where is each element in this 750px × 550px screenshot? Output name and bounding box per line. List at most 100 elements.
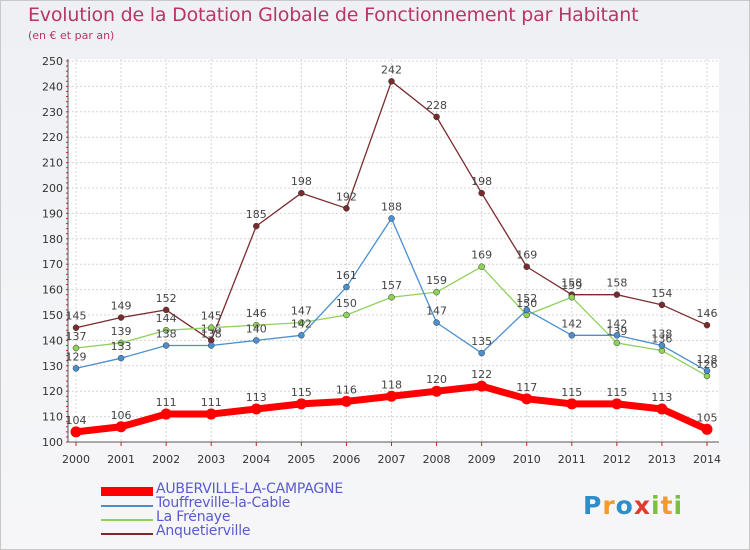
data-point <box>117 314 125 321</box>
x-tick-label: 2004 <box>242 453 270 466</box>
chart-title: Evolution de la Dotation Globale de Fonc… <box>28 4 639 26</box>
y-tick-label: 180 <box>42 233 63 246</box>
legend: AUBERVILLE-LA-CAMPAGNE Touffreville-la-C… <box>101 481 431 540</box>
data-point <box>478 189 485 197</box>
data-label: 118 <box>381 378 402 391</box>
data-label: 115 <box>561 386 582 399</box>
y-tick-label: 250 <box>42 55 63 68</box>
y-tick-label: 140 <box>42 334 63 347</box>
data-point <box>298 332 305 339</box>
x-tick-label: 2011 <box>558 453 586 466</box>
data-label: 158 <box>606 277 627 290</box>
data-label: 138 <box>201 327 222 340</box>
x-tick-label: 2012 <box>603 453 631 466</box>
data-label: 152 <box>156 292 177 305</box>
data-point <box>160 408 172 420</box>
logo-letter: i <box>651 491 661 520</box>
chart-subtitle: (en € et par an) <box>28 29 115 42</box>
data-point <box>658 301 666 309</box>
x-tick-label: 2010 <box>513 453 541 466</box>
data-label: 169 <box>516 249 537 262</box>
y-tick-label: 100 <box>42 436 63 449</box>
legend-swatch-auberville <box>101 487 153 496</box>
data-label: 158 <box>561 277 582 290</box>
data-point <box>298 189 305 197</box>
data-point <box>207 342 215 349</box>
data-point <box>523 263 530 270</box>
x-tick-label: 2002 <box>152 453 180 466</box>
data-label: 113 <box>651 391 672 404</box>
data-point <box>207 324 215 331</box>
data-point <box>388 293 395 301</box>
data-point <box>295 398 307 410</box>
data-point <box>433 113 440 121</box>
data-point <box>478 263 485 270</box>
data-point <box>117 354 125 362</box>
x-tick-label: 2006 <box>332 453 360 466</box>
x-tick-label: 2001 <box>107 453 135 466</box>
data-label: 149 <box>111 300 132 313</box>
data-point <box>72 324 80 331</box>
data-label: 192 <box>336 190 357 203</box>
data-label: 146 <box>697 307 718 320</box>
y-tick-label: 170 <box>42 258 63 271</box>
data-label: 144 <box>156 312 177 325</box>
data-label: 169 <box>471 249 492 262</box>
legend-label: Touffreville-la-Cable <box>156 495 291 511</box>
data-point <box>476 380 488 392</box>
data-label: 139 <box>111 325 132 338</box>
data-label: 111 <box>201 396 222 409</box>
y-tick-label: 220 <box>42 131 63 144</box>
data-label: 133 <box>111 340 132 353</box>
data-point <box>568 332 576 339</box>
y-tick-label: 210 <box>42 157 63 170</box>
data-point <box>658 342 666 349</box>
data-point <box>523 306 530 314</box>
data-label: 120 <box>426 373 447 386</box>
legend-label: La Frénaye <box>156 509 231 525</box>
data-point <box>162 342 170 349</box>
data-label: 138 <box>156 327 177 340</box>
data-point <box>253 337 260 344</box>
data-point <box>433 288 440 296</box>
data-label: 242 <box>381 63 402 76</box>
data-point <box>703 367 711 375</box>
x-tick-label: 2008 <box>423 453 451 466</box>
data-label: 159 <box>426 274 447 287</box>
x-tick-label: 2013 <box>648 453 676 466</box>
y-tick-label: 230 <box>42 106 63 119</box>
data-label: 145 <box>66 310 87 323</box>
data-label: 104 <box>66 414 87 427</box>
data-label: 137 <box>66 330 87 343</box>
data-point <box>388 78 395 85</box>
y-tick-label: 150 <box>42 309 63 322</box>
data-label: 117 <box>516 381 537 394</box>
data-point <box>162 306 170 314</box>
data-label: 111 <box>156 396 177 409</box>
data-label: 157 <box>381 279 402 292</box>
data-label: 188 <box>381 200 402 213</box>
data-label: 106 <box>111 409 132 422</box>
x-tick-label: 2000 <box>62 453 90 466</box>
legend-swatch-anquetierville <box>101 533 153 535</box>
data-point <box>613 339 621 347</box>
data-point <box>205 408 217 420</box>
data-label: 115 <box>606 386 627 399</box>
data-point <box>386 390 397 402</box>
data-point <box>117 339 125 347</box>
x-tick-label: 2005 <box>287 453 315 466</box>
y-tick-label: 160 <box>42 284 63 297</box>
legend-item-la-frenaye: La Frénaye <box>101 509 431 526</box>
data-label: 147 <box>291 305 312 318</box>
data-label: 198 <box>291 175 312 188</box>
logo-letter: o <box>615 491 634 520</box>
data-label: 150 <box>516 297 537 310</box>
data-point <box>703 321 711 329</box>
data-label: 115 <box>291 386 312 399</box>
data-label: 147 <box>426 305 447 318</box>
data-point <box>611 398 623 410</box>
y-tick-label: 110 <box>42 411 63 424</box>
data-label: 113 <box>246 391 267 404</box>
data-label: 159 <box>561 279 582 292</box>
